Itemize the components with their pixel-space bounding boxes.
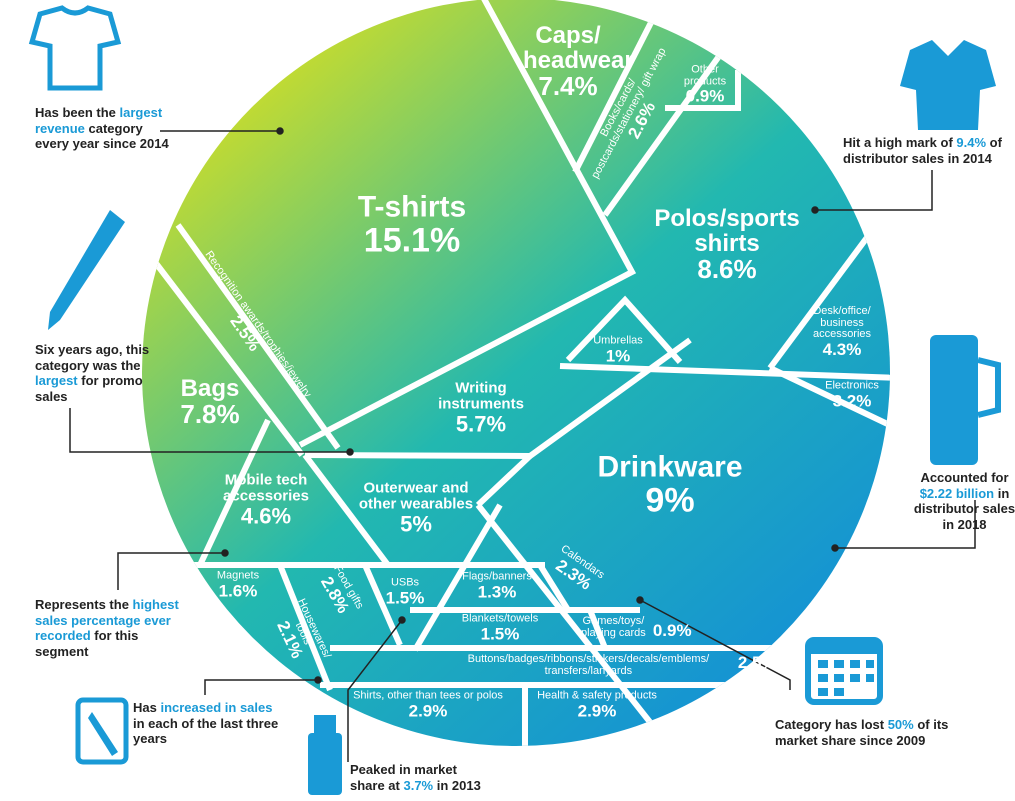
segment-polos: Polos/sports shirts 8.6%	[654, 205, 800, 285]
segment-flags-banners: Flags/banners 1.3%	[462, 570, 532, 601]
chart-disc	[142, 0, 890, 746]
segment-shirts-other: Shirts, other than tees or polos 2.9%	[353, 689, 503, 720]
segment-umbrellas: Umbrellas 1%	[593, 334, 643, 365]
segment-blankets-towels: Blankets/towels 1.5%	[461, 612, 539, 643]
travel-mug-icon	[930, 335, 1001, 465]
note-calendars: Category has lost 50% of its market shar…	[775, 717, 949, 748]
note-tshirts: Has been the largest revenue category ev…	[35, 105, 169, 152]
note-writing-instruments: Six years ago, this category was the lar…	[35, 342, 150, 404]
annotation-leaders	[69, 127, 976, 762]
calendar-icon	[805, 637, 883, 705]
note-drinkware: Accounted for $2.22 billion in distribut…	[913, 470, 1015, 532]
segment-drinkware: Drinkware 9%	[597, 450, 743, 519]
segment-other-products: Other products 0.9%	[683, 63, 727, 106]
note-housewares: Has increased in sales in each of the la…	[133, 700, 279, 747]
segment-games-toys: Games/toys/ playing cards 0.9%	[580, 614, 692, 641]
note-mobile-tech: Represents the highest sales percentage …	[35, 597, 179, 659]
segment-caps: Caps/ headwear 7.4%	[523, 22, 634, 102]
note-polos: Hit a high mark of 9.4% of distributor s…	[843, 135, 1002, 166]
segment-magnets: Magnets 1.6%	[216, 569, 260, 600]
segment-health-safety: Health & safety products 2.9%	[537, 689, 657, 720]
segment-usbs: USBs 1.5%	[385, 576, 425, 607]
segment-bags: Bags 7.8%	[180, 374, 240, 429]
segment-electronics: Electronics 3.2%	[825, 379, 879, 410]
segment-desk-office: Desk/office/ business accessories 4.3%	[812, 304, 872, 359]
segment-outerwear: Outerwear and other wearables 5%	[358, 479, 474, 537]
segment-buttons-badges: Buttons/badges/ribbons/stickers/decals/e…	[467, 652, 777, 677]
usb-drive-icon	[308, 715, 342, 795]
note-usbs: Peaked in market share at 3.7% in 2013	[350, 762, 481, 793]
segment-tshirts: T-shirts 15.1%	[357, 190, 467, 259]
tablet-knife-icon	[75, 697, 129, 765]
polo-shirt-icon	[900, 40, 996, 130]
segment-mobile-tech: Mobile tech accessories 4.6%	[223, 471, 309, 529]
tshirt-icon	[28, 5, 122, 91]
pen-icon	[48, 210, 125, 330]
segment-writing-instruments: Writing instruments 5.7%	[438, 379, 524, 437]
